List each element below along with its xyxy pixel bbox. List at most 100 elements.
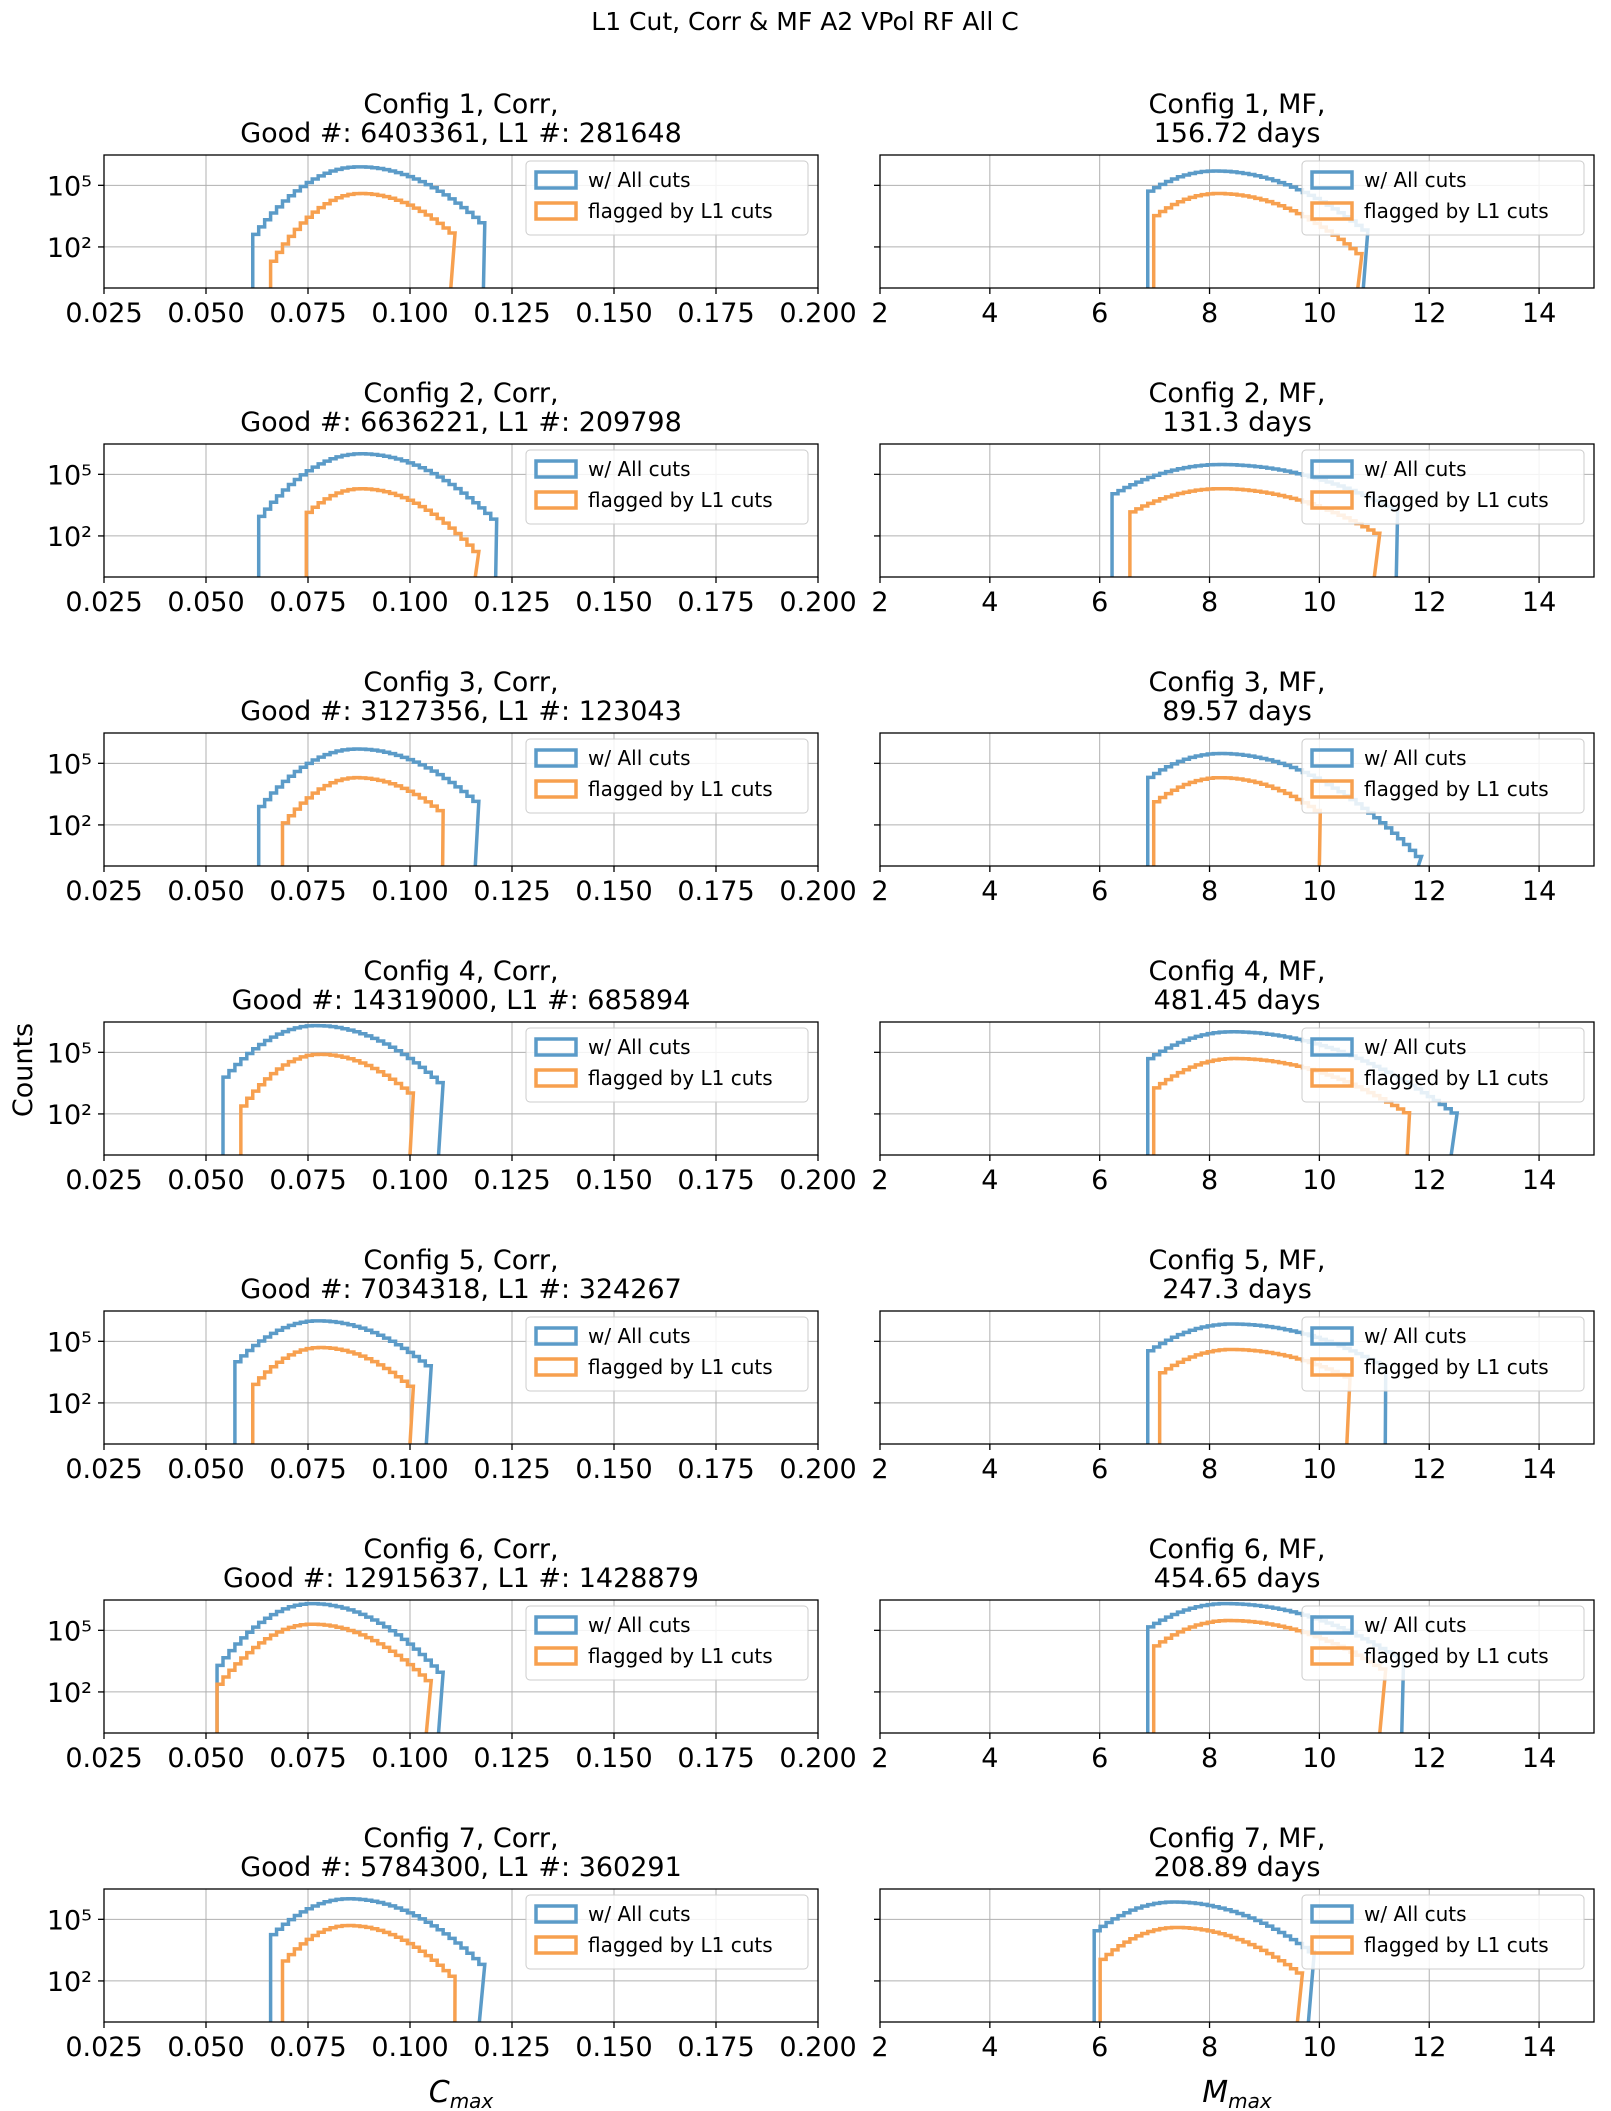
x-tick-label: 0.125 (473, 298, 550, 329)
x-tick-label: 0.200 (779, 876, 856, 907)
x-tick-label: 4 (981, 876, 998, 907)
x-tick-label: 8 (1201, 298, 1218, 329)
panel-title-line: Good #: 5784300, L1 #: 360291 (240, 1852, 682, 1883)
x-tick-label: 4 (981, 1454, 998, 1485)
legend-box (525, 1316, 809, 1392)
x-tick-label: 0.050 (167, 876, 244, 907)
legend-swatch (534, 1646, 578, 1666)
series-flagged-l1-line (1098, 1925, 1305, 2022)
legend-box (1301, 738, 1585, 814)
x-tick-label: 0.200 (779, 298, 856, 329)
x-tick-label: 8 (1201, 1165, 1218, 1196)
series-all-cuts-line (215, 1601, 446, 1733)
y-tick-label: 10⁵ (47, 1905, 92, 1936)
y-tick-label: 10⁵ (47, 460, 92, 491)
series-flagged-l1-line (268, 191, 457, 288)
legend-label: flagged by L1 cuts (588, 199, 773, 223)
y-axis-label: Counts (8, 1023, 39, 1117)
legend-label: w/ All cuts (588, 1324, 691, 1348)
x-tick-label: 14 (1522, 587, 1556, 618)
panel-title-line: Config 1, Corr, (363, 89, 558, 120)
axes-frame (103, 1888, 819, 2023)
panel-2-corr: 0.025 0.050 0.075 0.100 0.125 0.150 0.175 0.200… (47, 378, 857, 618)
panel-title-line: Config 6, MF, (1149, 1534, 1326, 1565)
panel-title-line: Config 5, Corr, (363, 1245, 558, 1276)
y-tick-label: 10⁵ (47, 171, 92, 202)
panel-4-mf: 2 4 6 8 10 12 14 Config 4, MF,481.45 days w/ All… (871, 956, 1595, 1196)
x-tick-label: 8 (1201, 876, 1218, 907)
panel-title-line: Config 4, Corr, (363, 956, 558, 987)
panel-1-corr: 0.025 0.050 0.075 0.100 0.125 0.150 0.175 0.200… (47, 89, 857, 329)
figure-suptitle: L1 Cut, Corr & MF A2 VPol RF All C (591, 7, 1018, 36)
x-tick-label: 6 (1091, 587, 1108, 618)
x-tick-label: 0.025 (65, 2032, 142, 2063)
legend-swatch (534, 459, 578, 479)
legend-box (1301, 1027, 1585, 1103)
x-tick-label: 12 (1412, 298, 1446, 329)
legend-swatch (534, 170, 578, 190)
x-tick-label: 0.025 (65, 1165, 142, 1196)
legend-box (1301, 1894, 1585, 1970)
x-tick-label: 0.200 (779, 587, 856, 618)
series-all-cuts-line (233, 1319, 434, 1444)
legend-label: flagged by L1 cuts (588, 1355, 773, 1379)
series-flagged-l1-line (280, 775, 445, 866)
legend-swatch (1310, 748, 1354, 768)
legend-swatch (1310, 1326, 1354, 1346)
legend-label: flagged by L1 cuts (588, 1644, 773, 1668)
x-tick-label: 4 (981, 587, 998, 618)
x-tick-label: 0.050 (167, 1454, 244, 1485)
x-tick-label: 0.150 (575, 1165, 652, 1196)
legend-label: flagged by L1 cuts (1364, 488, 1549, 512)
panel-title-line: Config 7, Corr, (363, 1823, 558, 1854)
x-tick-label: 8 (1201, 587, 1218, 618)
panel-title-line: Good #: 14319000, L1 #: 685894 (232, 985, 691, 1016)
panel-title-line: 481.45 days (1154, 985, 1321, 1016)
series-all-cuts-line (251, 165, 487, 288)
legend-swatch (1310, 1935, 1354, 1955)
legend-label: w/ All cuts (1364, 1035, 1467, 1059)
x-tick-label: 0.150 (575, 1454, 652, 1485)
x-tick-label: 0.175 (677, 587, 754, 618)
x-tick-label: 0.075 (269, 1454, 346, 1485)
axes-frame (879, 1599, 1595, 1734)
x-tick-label: 10 (1302, 298, 1336, 329)
panels-group: 0.025 0.050 0.075 0.100 0.125 0.150 0.175 0.200… (47, 89, 1595, 2111)
legend-box (1301, 1316, 1585, 1392)
x-tick-label: 0.100 (371, 298, 448, 329)
x-tick-label: 10 (1302, 587, 1336, 618)
x-tick-label: 0.025 (65, 298, 142, 329)
x-tick-label: 0.075 (269, 587, 346, 618)
x-tick-label: 12 (1412, 1454, 1446, 1485)
y-tick-label: 10² (47, 1967, 92, 1998)
panel-7-mf: 2 4 6 8 10 12 14 Config 7, MF,208.89 days w/ All… (871, 1823, 1595, 2063)
y-tick-label: 10² (47, 1678, 92, 1709)
series-flagged-l1-line (239, 1052, 416, 1155)
x-tick-label: 14 (1522, 876, 1556, 907)
legend-label: flagged by L1 cuts (1364, 777, 1549, 801)
series-all-cuts-line (221, 1023, 446, 1155)
panel-title-line: Good #: 12915637, L1 #: 1428879 (223, 1563, 699, 1594)
panel-title-line: Good #: 6636221, L1 #: 209798 (240, 407, 682, 438)
legend-label: w/ All cuts (1364, 1902, 1467, 1926)
x-tick-label: 0.100 (371, 587, 448, 618)
legend-label: flagged by L1 cuts (1364, 1355, 1549, 1379)
x-tick-label: 0.050 (167, 587, 244, 618)
panel-3-mf: 2 4 6 8 10 12 14 Config 3, MF,89.57 days w/ All … (871, 667, 1595, 907)
legend-label: flagged by L1 cuts (588, 488, 773, 512)
y-tick-label: 10² (47, 1389, 92, 1420)
x-tick-label: 0.100 (371, 1165, 448, 1196)
x-tick-label: 0.125 (473, 1165, 550, 1196)
panel-title-line: 89.57 days (1162, 696, 1312, 727)
panel-4-corr: 0.025 0.050 0.075 0.100 0.125 0.150 0.175 0.200… (47, 956, 857, 1196)
x-tick-label: 10 (1302, 2032, 1336, 2063)
x-tick-label: 0.075 (269, 876, 346, 907)
series-flagged-l1-line (304, 486, 481, 577)
legend-swatch (534, 1904, 578, 1924)
legend-label: w/ All cuts (1364, 168, 1467, 192)
panel-title-line: Config 3, Corr, (363, 667, 558, 698)
x-tick-label: 10 (1302, 876, 1336, 907)
x-tick-label: 4 (981, 1165, 998, 1196)
y-tick-label: 10⁵ (47, 749, 92, 780)
legend-label: w/ All cuts (1364, 1613, 1467, 1637)
